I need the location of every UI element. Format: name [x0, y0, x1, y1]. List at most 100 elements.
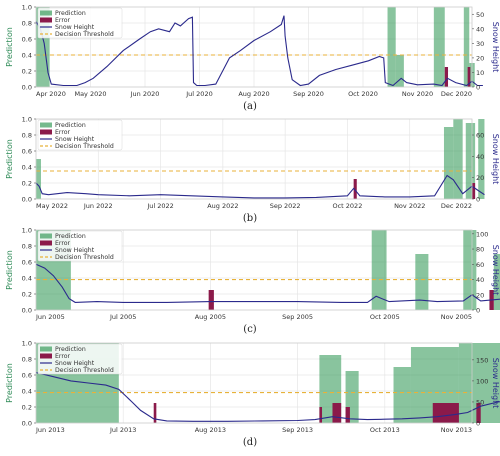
legend-error-swatch	[40, 353, 52, 359]
prediction-band	[453, 119, 463, 199]
y-tick-label-left: 1.0	[22, 4, 32, 12]
x-tick-label: Nov 2022	[394, 202, 425, 210]
plot-frame	[35, 6, 473, 88]
error-bar	[208, 290, 214, 310]
x-tick-label: Sep 2013	[282, 426, 313, 434]
y-tick-label-left: 0.0	[22, 307, 32, 315]
y-tick-label-left: 0.4	[22, 164, 32, 172]
plot-frame	[35, 229, 473, 311]
prediction-band	[36, 159, 41, 199]
legend-error-label: Error	[55, 240, 71, 247]
y-tick-label-left: 0.6	[22, 148, 32, 156]
y-tick-label-left: 0.2	[22, 291, 32, 299]
y-tick-label-right: 0	[476, 84, 480, 92]
legend-error-label: Error	[55, 17, 71, 24]
legend-box	[37, 343, 123, 375]
plot-frame	[35, 342, 473, 424]
y-tick-label-right: 50	[476, 398, 484, 406]
x-tick-label: Sep 2022	[270, 202, 301, 210]
legend-error-swatch	[40, 17, 52, 23]
y-tick-label-left: 1.0	[22, 116, 32, 124]
legend-snow-height-label: Snow Height	[55, 247, 95, 254]
legend-snow-height-label: Snow Height	[55, 136, 95, 143]
prediction-band	[371, 230, 387, 310]
legend-decision-threshold-label: Decision Threshold	[55, 143, 114, 150]
y-tick-label-left: 0.0	[22, 420, 32, 428]
y-axis-label-left: Prediction	[5, 139, 14, 179]
error-bar	[153, 403, 157, 423]
panel-2: 0.0 0.2 0.4 0.6 0.8 1.0 0 20 40 60 May 2022 Jun 202…	[5, 116, 500, 225]
x-tick-label: Jun 2022	[83, 202, 113, 210]
y-tick-label-right: 40	[476, 276, 484, 284]
y-tick-label-left: 0.8	[22, 132, 32, 140]
legend-prediction-swatch	[40, 346, 52, 352]
legend-decision-threshold-label: Decision Threshold	[55, 254, 114, 261]
y-tick-label-left: 0.8	[22, 20, 32, 28]
y-axis-label-right: Snow Height	[491, 22, 500, 73]
legend-error-label: Error	[55, 353, 71, 360]
x-tick-label: Dec 2020	[441, 90, 472, 98]
y-tick-label-right: 60	[476, 261, 484, 269]
y-tick-label-left: 0.0	[22, 84, 32, 92]
prediction-band	[463, 230, 477, 310]
error-bar	[353, 179, 357, 199]
x-tick-label: Sep 2005	[282, 313, 313, 321]
y-tick-label-left: 0.6	[22, 36, 32, 44]
legend-snow-height-label: Snow Height	[55, 24, 95, 31]
x-tick-label: Jul 2020	[185, 90, 212, 98]
y-axis-label-left: Prediction	[5, 363, 14, 403]
prediction-band	[493, 254, 500, 310]
x-tick-label: Jul 2022	[146, 202, 173, 210]
y-tick-label-right: 40	[476, 25, 484, 33]
y-tick-label-left: 1.0	[22, 340, 32, 348]
y-tick-label-right: 30	[476, 40, 484, 48]
x-tick-label: Aug 2020	[238, 90, 269, 98]
legend-box	[37, 7, 123, 39]
legend-error-swatch	[40, 129, 52, 135]
y-tick-label-right: 0	[476, 420, 480, 428]
y-tick-label-left: 0.0	[22, 196, 32, 204]
x-tick-label: Jun 2005	[35, 313, 65, 321]
legend-prediction-swatch	[40, 10, 52, 16]
x-tick-label: Oct 2022	[332, 202, 362, 210]
prediction-band	[433, 7, 445, 87]
y-tick-label-right: 40	[476, 153, 484, 161]
y-tick-label-right: 100	[476, 377, 488, 385]
y-tick-label-left: 0.4	[22, 275, 32, 283]
prediction-band	[393, 367, 411, 423]
legend-prediction-swatch	[40, 233, 52, 239]
y-tick-label-right: 10	[476, 69, 484, 77]
y-tick-label-right: 50	[476, 11, 484, 19]
x-tick-label: Jun 2020	[130, 90, 160, 98]
y-tick-label-right: 60	[476, 132, 484, 140]
legend-prediction-label: Prediction	[55, 10, 86, 17]
panel-4: 0.0 0.2 0.4 0.6 0.8 1.0 0 50 100 150 Jun 2013 Jul 2…	[5, 340, 500, 448]
x-tick-label: Jul 2005	[109, 313, 136, 321]
x-tick-label: May 2022	[36, 202, 68, 210]
legend-decision-threshold-label: Decision Threshold	[55, 31, 114, 38]
x-tick-label: Aug 2013	[195, 426, 226, 434]
legend-decision-threshold-label: Decision Threshold	[55, 367, 114, 374]
x-tick-label: Aug 2022	[207, 202, 238, 210]
y-tick-label-left: 0.6	[22, 259, 32, 267]
error-bar	[432, 403, 459, 423]
prediction-band	[395, 55, 404, 87]
x-tick-label: Nov 2013	[441, 426, 472, 434]
legend-prediction-label: Prediction	[55, 233, 86, 240]
x-tick-label: May 2020	[74, 90, 106, 98]
panel-3: 0.0 0.2 0.4 0.6 0.8 1.0 0 20 40 60 80 100 Jun 2005 Ju…	[5, 227, 500, 335]
x-tick-label: Sep 2020	[293, 90, 324, 98]
x-tick-label: Dec 2022	[441, 202, 472, 210]
legend-box	[37, 119, 123, 151]
y-tick-label-right: 20	[476, 291, 484, 299]
y-tick-label-left: 0.2	[22, 68, 32, 76]
y-tick-label-right: 150	[476, 356, 488, 364]
y-tick-label-right: 0	[476, 307, 480, 315]
plot-frame	[35, 118, 473, 200]
y-tick-label-left: 0.8	[22, 356, 32, 364]
x-tick-label: Apr 2020	[36, 90, 66, 98]
y-tick-label-left: 0.4	[22, 52, 32, 60]
legend-box	[37, 230, 123, 262]
